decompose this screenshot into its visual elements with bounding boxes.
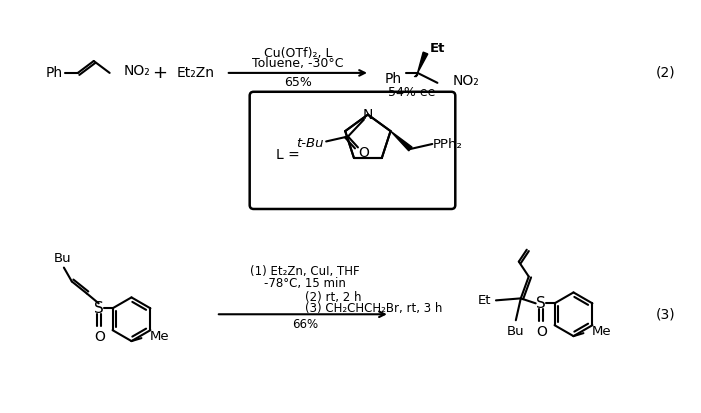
Text: NO₂: NO₂ xyxy=(123,64,150,78)
Text: Bu: Bu xyxy=(54,252,72,265)
Text: 65%: 65% xyxy=(284,76,312,89)
Text: +: + xyxy=(152,64,167,82)
Text: Me: Me xyxy=(149,330,169,343)
Text: O: O xyxy=(94,330,105,344)
Polygon shape xyxy=(418,52,428,73)
Text: (3) CH₂CHCH₂Br, rt, 3 h: (3) CH₂CHCH₂Br, rt, 3 h xyxy=(306,302,442,315)
Text: (2) rt, 2 h: (2) rt, 2 h xyxy=(306,291,362,304)
Text: Ph: Ph xyxy=(46,66,62,80)
Text: O: O xyxy=(358,146,369,160)
Text: Cu(OTf)₂, L: Cu(OTf)₂, L xyxy=(264,47,332,59)
Text: NO₂: NO₂ xyxy=(452,74,479,88)
Text: (2): (2) xyxy=(656,66,676,80)
Text: t-Bu: t-Bu xyxy=(297,137,324,150)
Text: 66%: 66% xyxy=(292,318,318,331)
Text: Et₂Zn: Et₂Zn xyxy=(177,66,215,80)
Text: Me: Me xyxy=(592,325,611,338)
Text: S: S xyxy=(94,301,104,316)
Polygon shape xyxy=(390,131,412,151)
Text: (1) Et₂Zn, CuI, THF: (1) Et₂Zn, CuI, THF xyxy=(250,265,360,278)
Text: Toluene, -30°C: Toluene, -30°C xyxy=(252,57,343,71)
Text: Bu: Bu xyxy=(507,325,524,338)
Text: PPh₂: PPh₂ xyxy=(433,138,463,150)
Text: (3): (3) xyxy=(656,307,676,321)
Text: S: S xyxy=(536,296,545,311)
Text: Et: Et xyxy=(430,42,445,55)
Text: L =: L = xyxy=(275,148,299,162)
Text: N: N xyxy=(362,108,373,121)
Text: 54% ee: 54% ee xyxy=(388,86,435,99)
Text: Et: Et xyxy=(477,294,491,307)
FancyBboxPatch shape xyxy=(250,92,455,209)
Text: Ph: Ph xyxy=(385,72,402,86)
Text: -78°C, 15 min: -78°C, 15 min xyxy=(264,277,346,290)
Text: O: O xyxy=(536,325,547,339)
